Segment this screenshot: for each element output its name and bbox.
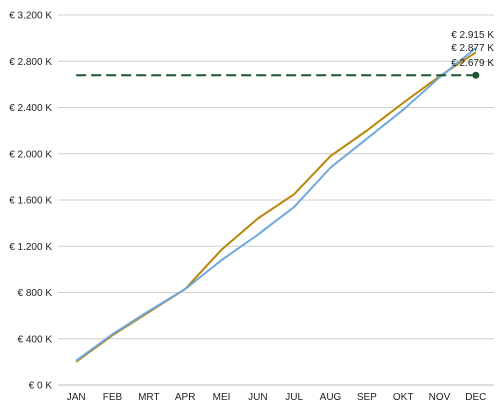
x-axis-ticks: JAN FEB MRT APR MEI JUN JUL AUG SEP OKT NOV DEC xyxy=(67,392,487,403)
y-tick-label: € 0 K xyxy=(29,381,53,392)
series-end-marker-2 xyxy=(472,72,479,79)
x-tick-label: JUN xyxy=(248,392,267,403)
y-tick-label: € 2.800 K xyxy=(9,57,52,68)
x-tick-label: MRT xyxy=(138,392,159,403)
y-tick-label: € 800 K xyxy=(18,288,53,299)
y-tick-label: € 2.400 K xyxy=(9,103,52,114)
x-tick-label: SEP xyxy=(357,392,377,403)
y-tick-label: € 3.200 K xyxy=(9,11,52,22)
x-tick-label: FEB xyxy=(103,392,123,403)
x-tick-label: MEI xyxy=(213,392,231,403)
x-tick-label: NOV xyxy=(429,392,451,403)
y-tick-label: € 1.200 K xyxy=(9,242,52,253)
y-tick-label: € 1.600 K xyxy=(9,196,52,207)
y-axis-ticks: € 0 K € 400 K € 800 K € 1.200 K € 1.600 K € 2… xyxy=(9,11,52,392)
x-tick-label: JUL xyxy=(285,392,303,403)
end-data-label-0: € 2.877 K xyxy=(451,43,494,54)
x-tick-label: AUG xyxy=(320,392,342,403)
x-tick-label: OKT xyxy=(393,392,414,403)
end-data-label-2: € 2.679 K xyxy=(451,58,494,69)
y-tick-label: € 400 K xyxy=(18,334,53,345)
x-tick-label: JAN xyxy=(67,392,86,403)
y-tick-label: € 2.000 K xyxy=(9,149,52,160)
series-line-1 xyxy=(76,48,476,361)
x-tick-label: APR xyxy=(175,392,196,403)
x-tick-label: DEC xyxy=(465,392,486,403)
series-lines xyxy=(76,48,479,362)
data-labels: € 2.915 K € 2.877 K € 2.679 K xyxy=(451,30,494,69)
end-data-label-1: € 2.915 K xyxy=(451,30,494,41)
